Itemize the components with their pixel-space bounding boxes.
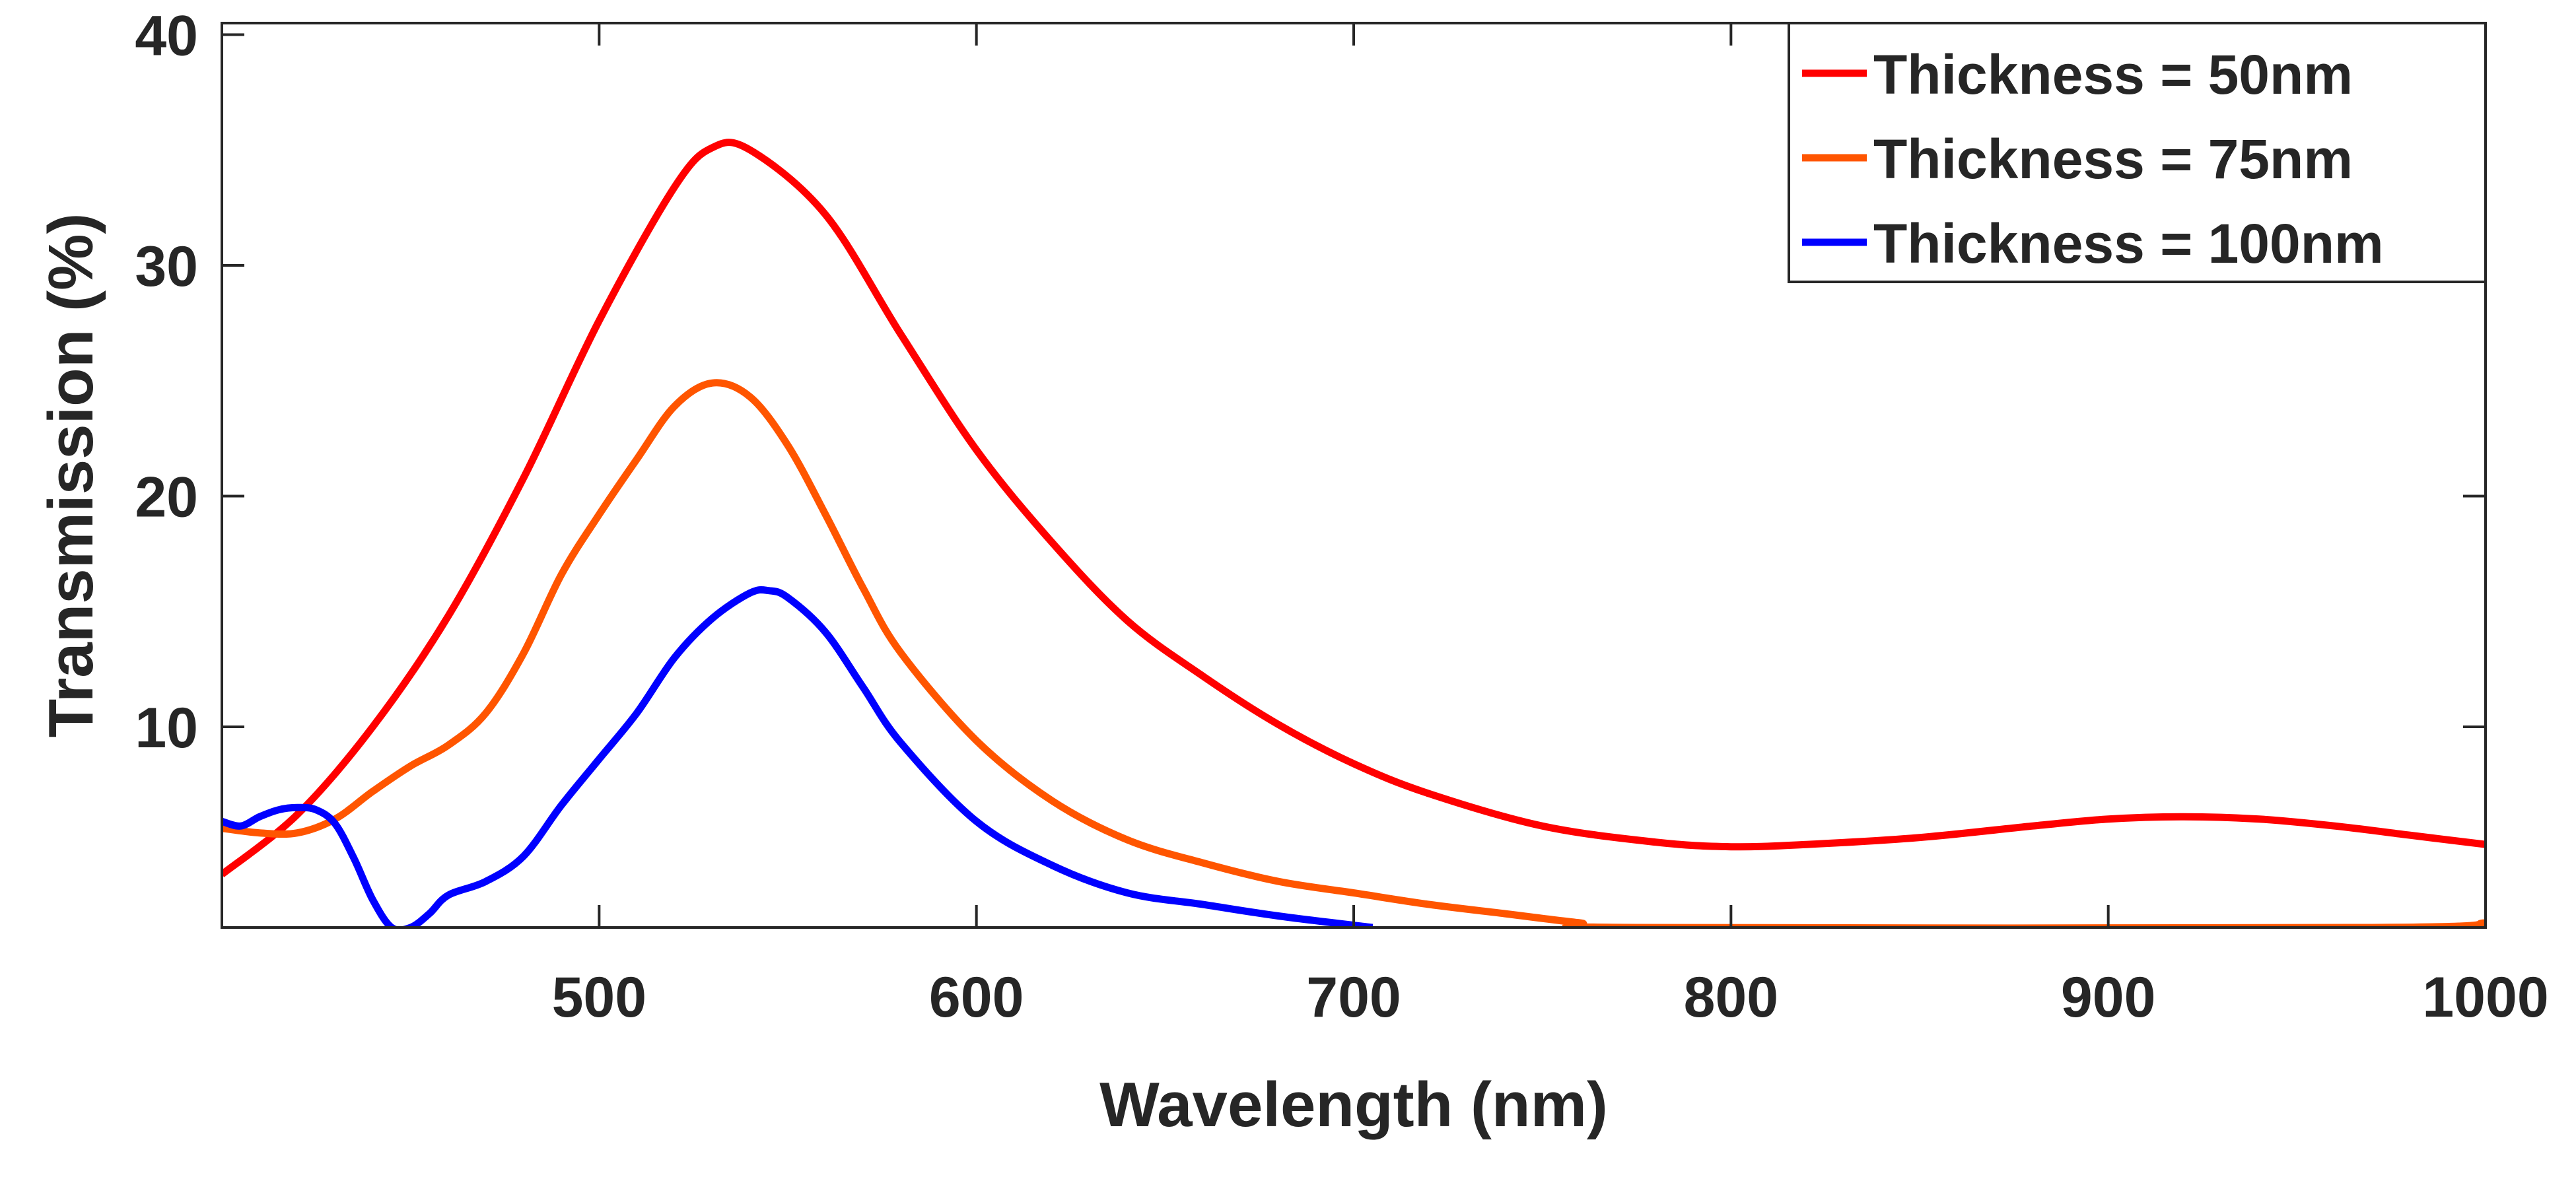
y-tick-label: 20 xyxy=(135,465,198,529)
legend: Thickness = 50nm Thickness = 75nm Thicknes… xyxy=(1788,22,2487,283)
x-tick-label: 500 xyxy=(552,966,647,1029)
series-layer xyxy=(222,139,2486,928)
x-tick-label: 700 xyxy=(1306,966,1401,1029)
legend-box xyxy=(1788,22,2487,283)
x-tick-label: 800 xyxy=(1684,966,1779,1029)
x-tick-label: 600 xyxy=(929,966,1024,1029)
axes: 500 600 700 800 900 1000 10 20 30 40 xyxy=(135,4,2548,1029)
y-tick-label: 40 xyxy=(135,4,198,67)
x-axis-label: Wavelength (nm) xyxy=(1099,1069,1608,1140)
series-line-1 xyxy=(222,139,2486,877)
legend-label-2: Thickness = 75nm xyxy=(1873,128,2353,190)
y-axis-label: Transmission (%) xyxy=(36,213,106,738)
y-tick-label: 10 xyxy=(135,696,198,760)
x-tick-label: 1000 xyxy=(2422,966,2548,1029)
y-tick-label: 30 xyxy=(135,235,198,298)
x-tick-label: 900 xyxy=(2061,966,2156,1029)
series-line-3 xyxy=(222,586,1374,928)
series-line-2 xyxy=(222,379,2486,928)
legend-label-3: Thickness = 100nm xyxy=(1873,213,2384,275)
legend-label-1: Thickness = 50nm xyxy=(1873,44,2353,106)
